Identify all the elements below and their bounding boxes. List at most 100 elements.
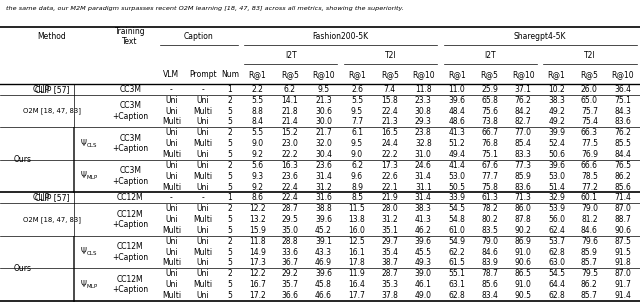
- Text: Uni: Uni: [196, 150, 209, 159]
- Text: 53.0: 53.0: [548, 172, 565, 181]
- Text: 62.2: 62.2: [449, 248, 465, 257]
- Text: 9.0: 9.0: [251, 139, 263, 148]
- Text: Multi: Multi: [193, 106, 212, 116]
- Text: Method: Method: [38, 32, 66, 41]
- Text: 85.4: 85.4: [515, 139, 531, 148]
- Text: 36.6: 36.6: [282, 291, 298, 300]
- Text: 85.9: 85.9: [581, 248, 598, 257]
- Text: 5.5: 5.5: [351, 96, 363, 105]
- Text: 5: 5: [228, 150, 232, 159]
- Text: 41.3: 41.3: [449, 128, 465, 137]
- Text: 12.2: 12.2: [249, 204, 266, 213]
- Text: 39.1: 39.1: [315, 237, 332, 246]
- Text: 84.4: 84.4: [614, 150, 631, 159]
- Text: 2: 2: [228, 128, 232, 137]
- Text: 81.2: 81.2: [581, 215, 598, 224]
- Text: Uni: Uni: [196, 128, 209, 137]
- Text: 50.6: 50.6: [548, 150, 565, 159]
- Text: 21.9: 21.9: [381, 193, 398, 202]
- Text: 23.3: 23.3: [415, 96, 432, 105]
- Text: 21.7: 21.7: [315, 128, 332, 137]
- Text: -: -: [170, 85, 173, 94]
- Text: T2I: T2I: [385, 51, 396, 60]
- Text: Uni: Uni: [196, 182, 209, 192]
- Text: 23.0: 23.0: [282, 139, 298, 148]
- Text: 30.8: 30.8: [415, 106, 432, 116]
- Text: 43.3: 43.3: [315, 248, 332, 257]
- Text: 15.2: 15.2: [282, 128, 298, 137]
- Text: 32.9: 32.9: [548, 193, 565, 202]
- Text: Uni: Uni: [196, 291, 209, 300]
- Text: 61.0: 61.0: [449, 226, 465, 235]
- Text: $\Psi_{\mathrm{MLP}}$: $\Psi_{\mathrm{MLP}}$: [79, 278, 98, 291]
- Text: 49.2: 49.2: [548, 117, 565, 126]
- Text: 17.7: 17.7: [349, 291, 365, 300]
- Text: 54.5: 54.5: [448, 204, 465, 213]
- Text: 85.5: 85.5: [614, 139, 631, 148]
- Text: 11.9: 11.9: [349, 269, 365, 278]
- Text: 31.1: 31.1: [415, 182, 431, 192]
- Text: 11.8: 11.8: [249, 237, 266, 246]
- Text: 9.6: 9.6: [351, 172, 363, 181]
- Text: Uni: Uni: [165, 172, 178, 181]
- Text: 5: 5: [228, 139, 232, 148]
- Text: $\Psi_{\mathrm{MLP}}$: $\Psi_{\mathrm{MLP}}$: [79, 170, 98, 182]
- Text: 85.9: 85.9: [515, 172, 531, 181]
- Text: 22.6: 22.6: [381, 172, 398, 181]
- Text: 46.6: 46.6: [315, 291, 332, 300]
- Text: 5: 5: [228, 226, 232, 235]
- Text: O2M [18, 47, 83]: O2M [18, 47, 83]: [23, 108, 81, 114]
- Text: 16.5: 16.5: [381, 128, 398, 137]
- Text: VLM: VLM: [163, 70, 180, 79]
- Text: 30.0: 30.0: [315, 117, 332, 126]
- Text: Fashion200-5K: Fashion200-5K: [312, 32, 369, 41]
- Text: Uni: Uni: [165, 204, 178, 213]
- Text: 16.4: 16.4: [349, 280, 365, 289]
- Text: R@5: R@5: [281, 70, 299, 79]
- Text: 39.6: 39.6: [315, 215, 332, 224]
- Text: 35.1: 35.1: [381, 226, 398, 235]
- Text: Uni: Uni: [196, 117, 209, 126]
- Text: 77.0: 77.0: [515, 128, 532, 137]
- Text: 28.7: 28.7: [282, 204, 298, 213]
- Text: 39.6: 39.6: [548, 161, 565, 170]
- Text: CC12M
+Caption: CC12M +Caption: [112, 275, 148, 294]
- Text: R@1: R@1: [448, 70, 466, 79]
- Text: 2.2: 2.2: [252, 85, 263, 94]
- Text: 83.9: 83.9: [481, 258, 498, 268]
- Text: Multi: Multi: [162, 226, 181, 235]
- Text: 54.9: 54.9: [448, 237, 465, 246]
- Text: Ours: Ours: [13, 155, 31, 164]
- Text: 91.7: 91.7: [614, 280, 631, 289]
- Text: 38.8: 38.8: [315, 204, 332, 213]
- Text: 8.9: 8.9: [351, 182, 363, 192]
- Text: 22.4: 22.4: [282, 193, 298, 202]
- Text: 5: 5: [228, 182, 232, 192]
- Text: 17.3: 17.3: [381, 161, 398, 170]
- Text: Multi: Multi: [193, 172, 212, 181]
- Text: -: -: [202, 193, 204, 202]
- Text: 62.8: 62.8: [548, 248, 565, 257]
- Text: 75.4: 75.4: [581, 117, 598, 126]
- Text: 8.5: 8.5: [351, 193, 363, 202]
- Text: 26.0: 26.0: [581, 85, 598, 94]
- Text: 9.5: 9.5: [351, 106, 363, 116]
- Text: 79.6: 79.6: [581, 237, 598, 246]
- Text: 9.5: 9.5: [317, 85, 330, 94]
- Text: 35.7: 35.7: [282, 280, 298, 289]
- Text: R@10: R@10: [512, 70, 534, 79]
- Text: 46.2: 46.2: [415, 226, 432, 235]
- Text: 22.2: 22.2: [282, 150, 298, 159]
- Text: 11.8: 11.8: [415, 85, 431, 94]
- Text: 29.7: 29.7: [381, 237, 398, 246]
- Text: 10.2: 10.2: [548, 85, 565, 94]
- Text: 52.4: 52.4: [548, 139, 565, 148]
- Text: 5: 5: [228, 291, 232, 300]
- Text: Ours: Ours: [13, 264, 31, 273]
- Text: 5.5: 5.5: [251, 96, 263, 105]
- Text: 31.6: 31.6: [315, 193, 332, 202]
- Text: -: -: [202, 85, 204, 94]
- Text: 22.4: 22.4: [381, 106, 398, 116]
- Text: 76.9: 76.9: [581, 150, 598, 159]
- Text: 67.6: 67.6: [481, 161, 498, 170]
